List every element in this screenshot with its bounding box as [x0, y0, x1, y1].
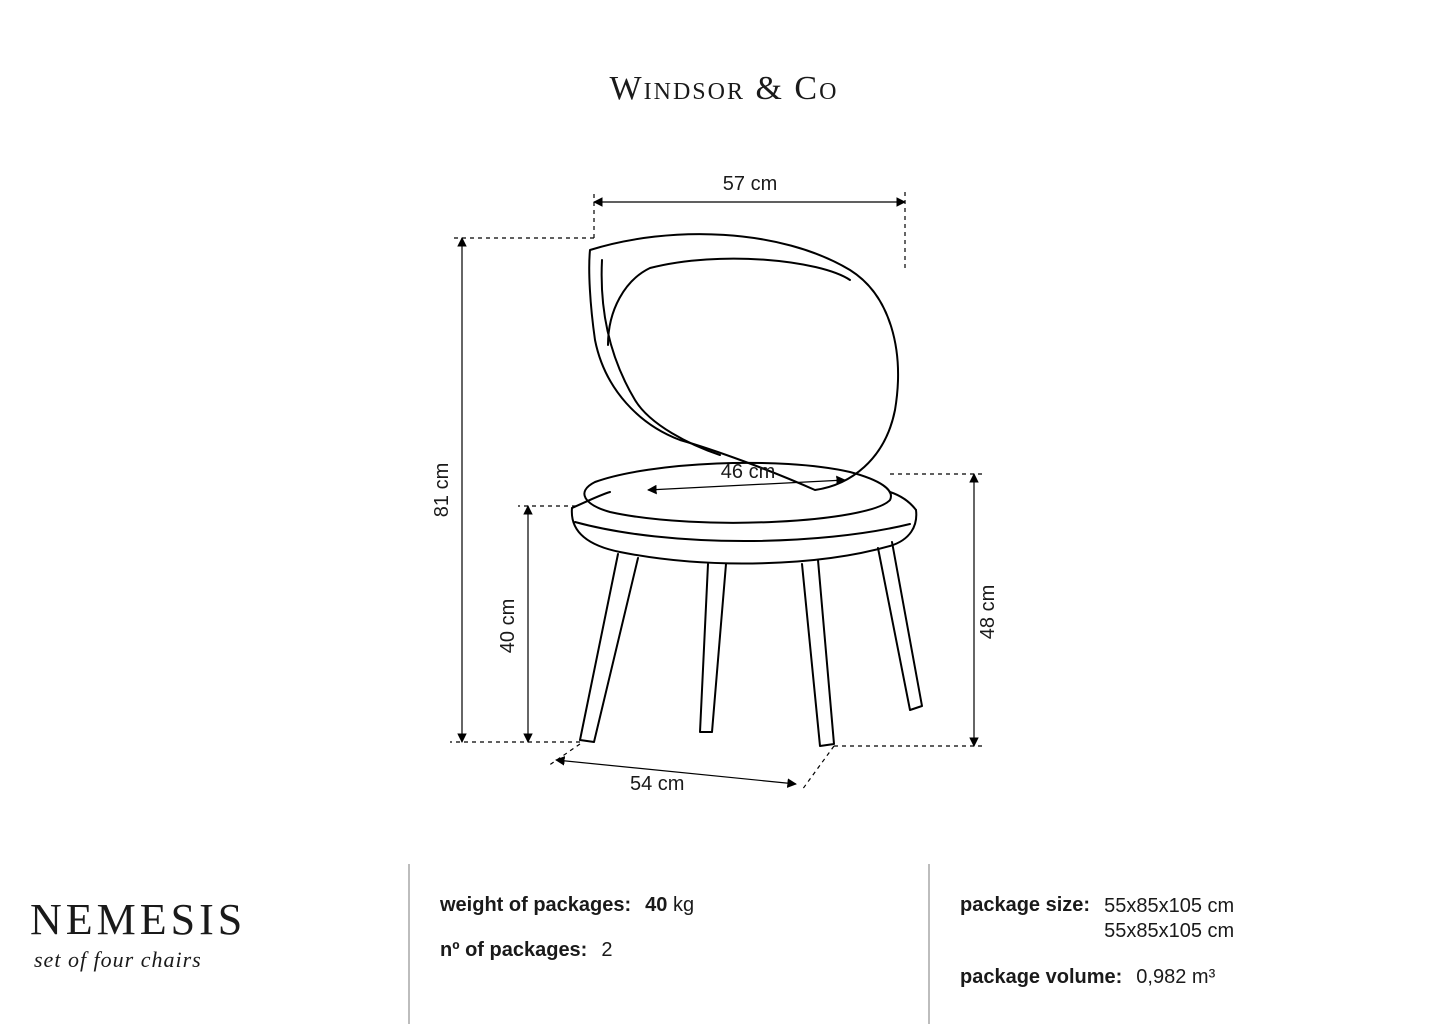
count-label: nº of packages: — [440, 939, 587, 962]
weight-value: 40 — [645, 894, 667, 916]
dim-seat-to-floor-left-label: 40 cm — [497, 599, 519, 653]
weight-unit: kg — [673, 894, 694, 916]
dim-depth-label: 54 cm — [630, 773, 684, 790]
size-label: package size: — [960, 894, 1090, 917]
chair-diagram: 57 cm 46 cm 81 cm 40 cm — [350, 150, 1070, 790]
size-line-1: 55x85x105 cm — [1104, 894, 1234, 919]
dim-total-height — [450, 238, 594, 742]
product-block: NEMESIS set of four chairs — [0, 864, 410, 1024]
product-subtitle: set of four chairs — [34, 947, 378, 973]
dim-seat-to-floor-left — [518, 506, 576, 742]
weight-block: weight of packages: 40 kg nº of packages… — [410, 864, 930, 1024]
dim-depth — [548, 744, 834, 790]
volume-value: 0,982 m³ — [1136, 966, 1215, 989]
dim-top-width — [594, 190, 905, 268]
chair-drawing — [572, 234, 922, 746]
size-line-2: 55x85x105 cm — [1104, 919, 1234, 944]
weight-label: weight of packages: — [440, 894, 631, 917]
spec-sheet: Windsor & Co — [0, 0, 1448, 1024]
package-block: package size: 55x85x105 cm 55x85x105 cm … — [930, 864, 1448, 1024]
dim-seat-height-right-label: 48 cm — [977, 585, 999, 639]
dim-top-width-label: 57 cm — [723, 173, 777, 195]
product-name: NEMESIS — [30, 894, 378, 945]
brand-title: Windsor & Co — [610, 70, 839, 108]
dim-seat-width-label: 46 cm — [721, 461, 775, 483]
spec-footer: NEMESIS set of four chairs weight of pac… — [0, 864, 1448, 1024]
dim-total-height-label: 81 cm — [431, 463, 453, 517]
count-value: 2 — [601, 939, 612, 962]
volume-label: package volume: — [960, 966, 1122, 989]
